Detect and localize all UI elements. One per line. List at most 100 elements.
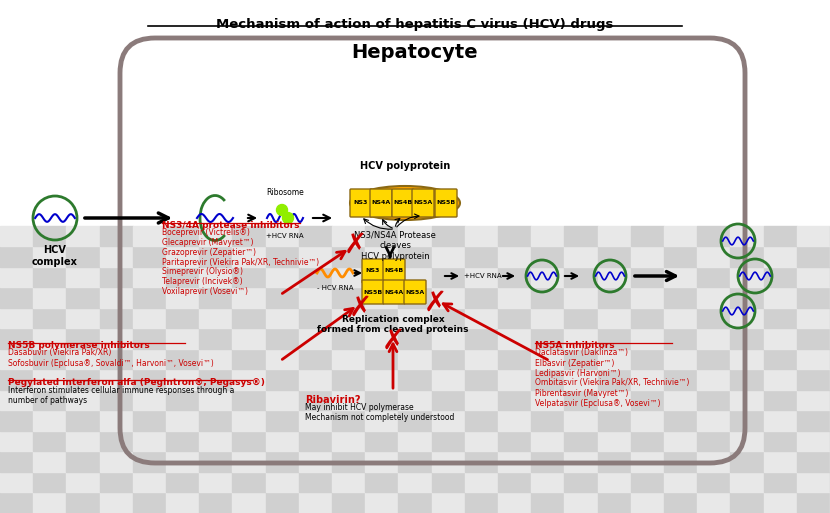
- Bar: [166, 492, 199, 513]
- Bar: [398, 328, 432, 349]
- Bar: [199, 287, 232, 308]
- Bar: [232, 226, 266, 246]
- Bar: [432, 226, 465, 246]
- Bar: [166, 328, 199, 349]
- Bar: [199, 472, 232, 492]
- Bar: [232, 492, 266, 513]
- Bar: [232, 431, 266, 451]
- Bar: [365, 226, 398, 246]
- Bar: [697, 472, 730, 492]
- Text: NS4A: NS4A: [371, 201, 391, 206]
- Text: NS5B polymerase inhibitors: NS5B polymerase inhibitors: [8, 341, 149, 350]
- Bar: [531, 390, 564, 410]
- Bar: [631, 472, 664, 492]
- Text: ✗: ✗: [423, 289, 447, 317]
- Bar: [398, 410, 432, 431]
- Bar: [299, 390, 332, 410]
- Bar: [764, 246, 797, 267]
- Text: Paritaprevir (Viekira Pak/XR, Technivie™): Paritaprevir (Viekira Pak/XR, Technivie™…: [162, 258, 319, 267]
- Bar: [465, 369, 498, 390]
- Bar: [299, 410, 332, 431]
- Bar: [598, 246, 631, 267]
- Bar: [531, 369, 564, 390]
- Text: NS5A inhibitors: NS5A inhibitors: [535, 341, 615, 350]
- Bar: [531, 492, 564, 513]
- Bar: [332, 431, 365, 451]
- Bar: [0, 226, 33, 246]
- Bar: [498, 492, 531, 513]
- Bar: [166, 369, 199, 390]
- Bar: [664, 328, 697, 349]
- Bar: [100, 410, 133, 431]
- FancyBboxPatch shape: [412, 189, 434, 217]
- Text: NS5B: NS5B: [364, 289, 383, 294]
- Text: Mechanism of action of hepatitis C virus (HCV) drugs: Mechanism of action of hepatitis C virus…: [217, 18, 613, 31]
- Text: Interferon stimulates cellular immune responses through a
number of pathways: Interferon stimulates cellular immune re…: [8, 386, 234, 405]
- Bar: [299, 267, 332, 287]
- Text: Ribosome: Ribosome: [266, 188, 304, 197]
- Bar: [199, 410, 232, 431]
- Bar: [100, 267, 133, 287]
- Bar: [697, 246, 730, 267]
- FancyBboxPatch shape: [404, 280, 426, 304]
- Text: HCV polyprotein: HCV polyprotein: [360, 161, 450, 171]
- Bar: [365, 369, 398, 390]
- Bar: [697, 451, 730, 472]
- Bar: [697, 390, 730, 410]
- Bar: [365, 472, 398, 492]
- Bar: [764, 410, 797, 431]
- Bar: [199, 349, 232, 369]
- Bar: [697, 226, 730, 246]
- FancyBboxPatch shape: [435, 189, 457, 217]
- Bar: [764, 390, 797, 410]
- Bar: [465, 451, 498, 472]
- Bar: [631, 431, 664, 451]
- Bar: [266, 431, 299, 451]
- Bar: [730, 390, 764, 410]
- Bar: [432, 308, 465, 328]
- Bar: [33, 308, 66, 328]
- Text: Pegylated interferon alfa (PegIntron®, Pegasys®): Pegylated interferon alfa (PegIntron®, P…: [8, 378, 265, 387]
- Text: Boceprevir (Victrelis®): Boceprevir (Victrelis®): [162, 228, 250, 238]
- Bar: [598, 328, 631, 349]
- Bar: [133, 472, 166, 492]
- Text: Daclatasvir (Daklinza™): Daclatasvir (Daklinza™): [535, 348, 628, 358]
- FancyBboxPatch shape: [392, 189, 414, 217]
- Bar: [730, 226, 764, 246]
- Bar: [598, 349, 631, 369]
- Bar: [432, 390, 465, 410]
- Bar: [664, 369, 697, 390]
- Bar: [232, 349, 266, 369]
- Bar: [564, 267, 598, 287]
- Bar: [33, 328, 66, 349]
- Bar: [232, 308, 266, 328]
- Bar: [266, 287, 299, 308]
- Bar: [365, 246, 398, 267]
- Bar: [133, 328, 166, 349]
- Bar: [398, 246, 432, 267]
- Bar: [797, 328, 830, 349]
- Text: NS4B: NS4B: [393, 201, 413, 206]
- Text: ✗: ✗: [344, 231, 367, 259]
- Bar: [664, 431, 697, 451]
- Bar: [531, 308, 564, 328]
- Bar: [764, 369, 797, 390]
- Text: NS3/NS4A Protease
cleaves
HCV polyprotein: NS3/NS4A Protease cleaves HCV polyprotei…: [354, 231, 436, 261]
- Bar: [432, 451, 465, 472]
- Bar: [531, 431, 564, 451]
- Bar: [133, 287, 166, 308]
- Bar: [432, 349, 465, 369]
- Bar: [100, 349, 133, 369]
- Bar: [631, 410, 664, 431]
- Bar: [199, 226, 232, 246]
- Bar: [133, 369, 166, 390]
- Bar: [730, 328, 764, 349]
- Bar: [764, 451, 797, 472]
- Bar: [432, 369, 465, 390]
- Bar: [33, 472, 66, 492]
- Bar: [266, 349, 299, 369]
- Bar: [664, 308, 697, 328]
- Bar: [498, 287, 531, 308]
- Bar: [697, 492, 730, 513]
- Bar: [432, 287, 465, 308]
